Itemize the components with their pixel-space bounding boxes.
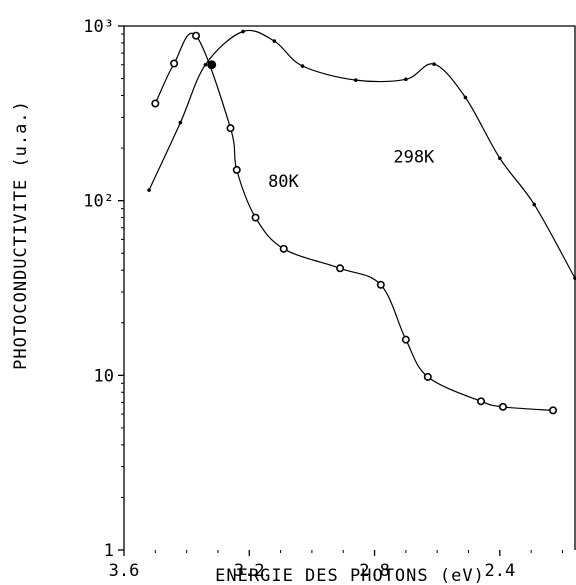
series-298k-point <box>241 29 245 34</box>
series-298k-point <box>573 276 576 280</box>
series-80k-point <box>401 335 410 344</box>
y-tick-label: 10 <box>94 366 114 386</box>
series-80k-point <box>477 397 486 406</box>
series-layer <box>147 29 576 415</box>
series-80k-point <box>226 124 235 133</box>
series-80k-point <box>192 31 201 40</box>
x-axis-label: ENERGIE DES PHOTONS (eV) <box>215 566 485 585</box>
series-80k-point <box>336 264 345 273</box>
y-tick-label: 10² <box>83 192 114 212</box>
y-tick-label: 1 <box>104 541 114 561</box>
series-298k-point <box>404 77 408 82</box>
series-298k-point <box>498 156 502 161</box>
series-80k-point <box>279 244 288 253</box>
axes-frame <box>123 25 576 550</box>
series-298k-point <box>432 62 436 66</box>
series-80k-line <box>154 32 554 411</box>
series-298k-point <box>353 78 358 82</box>
series-80k-point <box>423 372 432 381</box>
y-axis-ticks: 1 10 10² 10³ <box>83 17 124 561</box>
y-axis-label: PHOTOCONDUCTIVITE (u.a.) <box>11 100 31 370</box>
series-80k-point <box>151 99 160 108</box>
x-axis-ticks: 3.6 3.2 2.8 2.4 <box>109 550 563 581</box>
series-298k-point <box>300 64 305 68</box>
x-tick-label: 3.6 <box>109 561 140 581</box>
y-tick-label: 10³ <box>83 17 114 37</box>
series-298k-point <box>532 202 537 207</box>
series-label-80k: 80K <box>268 172 299 192</box>
series-80k-point <box>376 280 385 289</box>
series-298k-point <box>203 62 208 67</box>
series-298k-point <box>147 188 151 192</box>
x-tick-label: 3.2 <box>234 561 265 581</box>
plot-frame <box>123 25 576 550</box>
series-298k-point <box>272 39 277 43</box>
series-80k-point <box>170 59 179 68</box>
series-298k-point <box>463 95 468 100</box>
series-80k-point <box>251 213 260 222</box>
series-80k-point <box>549 406 558 415</box>
series-298k-point <box>178 120 183 125</box>
series-80k-point <box>232 165 241 174</box>
series-80k-point <box>498 402 507 411</box>
x-tick-label: 2.4 <box>484 561 515 581</box>
series-label-298k: 298K <box>393 148 435 168</box>
crossing-point <box>207 60 217 70</box>
labels-layer: 298K 80K <box>268 148 435 192</box>
x-tick-label: 2.8 <box>359 561 390 581</box>
